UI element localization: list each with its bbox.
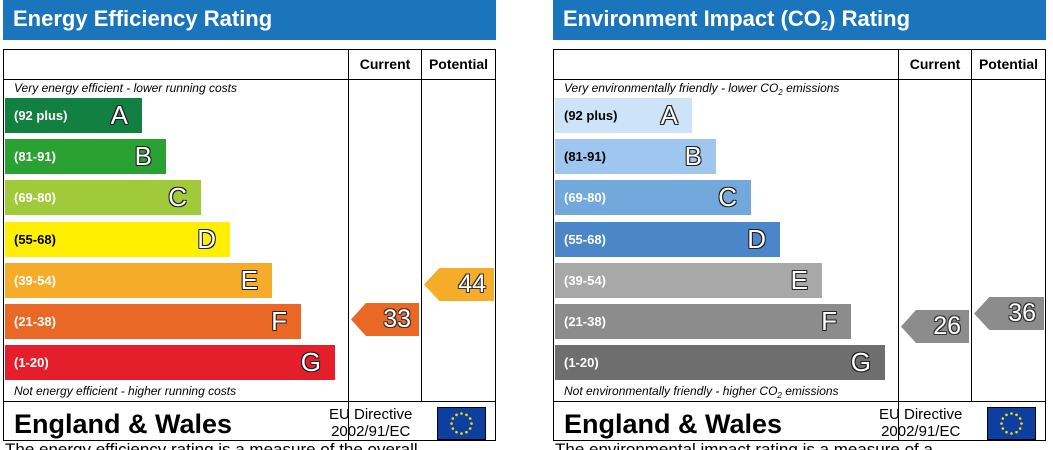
energy-band-range: (81-91) bbox=[14, 149, 56, 164]
environment-band-c: (69-80) C bbox=[555, 180, 751, 215]
environment-band-range: (69-80) bbox=[564, 190, 606, 205]
eu-flag-icon bbox=[437, 407, 486, 440]
environment-band-letter: F bbox=[821, 306, 837, 336]
environment-band-range: (81-91) bbox=[564, 149, 606, 164]
energy-potential-arrow: 44 bbox=[424, 268, 494, 301]
energy-top-note: Very energy efficient - lower running co… bbox=[14, 81, 237, 95]
environment-band-range: (21-38) bbox=[564, 314, 606, 329]
environment-band-letter: A bbox=[660, 100, 678, 130]
environment-band-e: (39-54) E bbox=[555, 263, 822, 298]
environment-panel-title: Environment Impact (CO2) Rating bbox=[553, 0, 1046, 40]
energy-band-d: (55-68) D bbox=[5, 222, 230, 257]
energy-band-letter: A bbox=[110, 100, 128, 130]
environment-band-letter: G bbox=[850, 347, 871, 377]
environment-band-letter: C bbox=[718, 182, 737, 212]
environment-band-f: (21-38) F bbox=[555, 304, 851, 339]
energy-band-range: (69-80) bbox=[14, 190, 56, 205]
energy-band-range: (21-38) bbox=[14, 314, 56, 329]
environment-band-range: (39-54) bbox=[564, 273, 606, 288]
energy-band-letter: C bbox=[168, 182, 187, 212]
environment-band-range: (92 plus) bbox=[564, 108, 618, 123]
environment-band-range: (1-20) bbox=[564, 355, 599, 370]
environment-band-range: (55-68) bbox=[564, 232, 606, 247]
energy-band-b: (81-91) B bbox=[5, 139, 166, 174]
energy-potential-header: Potential bbox=[428, 56, 489, 72]
energy-footer-directive: EU Directive 2002/91/EC bbox=[329, 406, 413, 440]
environment-bottom-note: Not environmentally friendly - higher CO… bbox=[564, 384, 839, 400]
energy-band-e: (39-54) E bbox=[5, 263, 272, 298]
environment-current-header: Current bbox=[909, 56, 961, 72]
energy-band-range: (39-54) bbox=[14, 273, 56, 288]
environment-band-a: (92 plus) A bbox=[555, 98, 692, 133]
environment-impact-panel: Environment Impact (CO2) Rating Current … bbox=[553, 0, 1046, 450]
environment-top-note: Very environmentally friendly - lower CO… bbox=[564, 81, 840, 97]
energy-band-range: (92 plus) bbox=[14, 108, 68, 123]
energy-current-arrow: 33 bbox=[351, 303, 419, 336]
energy-current-header: Current bbox=[359, 56, 411, 72]
eu-flag-icon bbox=[987, 407, 1036, 440]
environment-band-b: (81-91) B bbox=[555, 139, 716, 174]
energy-band-c: (69-80) C bbox=[5, 180, 201, 215]
energy-band-f: (21-38) F bbox=[5, 304, 301, 339]
environment-rating-table: Current Potential Very environmentally f… bbox=[553, 49, 1046, 441]
environment-footer-directive: EU Directive 2002/91/EC bbox=[879, 406, 963, 440]
energy-efficiency-panel: Energy Efficiency Rating Current Potenti… bbox=[3, 0, 496, 450]
energy-band-letter: D bbox=[197, 224, 216, 254]
environment-current-arrow: 26 bbox=[901, 310, 969, 343]
energy-band-range: (55-68) bbox=[14, 232, 56, 247]
environment-description-text: The environmental impact rating is a mea… bbox=[555, 441, 933, 450]
energy-band-a: (92 plus) A bbox=[5, 98, 142, 133]
energy-description-text: The energy efficiency rating is a measur… bbox=[5, 441, 418, 450]
energy-band-letter: F bbox=[271, 306, 287, 336]
energy-band-letter: B bbox=[134, 141, 152, 171]
energy-footer-region: England & Wales bbox=[14, 409, 233, 439]
environment-band-letter: E bbox=[790, 265, 808, 295]
environment-band-g: (1-20) G bbox=[555, 345, 885, 380]
environment-band-d: (55-68) D bbox=[555, 222, 780, 257]
energy-bottom-note: Not energy efficient - higher running co… bbox=[14, 384, 237, 398]
environment-band-letter: B bbox=[684, 141, 702, 171]
energy-rating-table: Current Potential Very energy efficient … bbox=[3, 49, 496, 441]
environment-potential-arrow: 36 bbox=[974, 297, 1044, 330]
environment-footer-region: England & Wales bbox=[564, 409, 783, 439]
energy-band-g: (1-20) G bbox=[5, 345, 335, 380]
energy-band-letter: G bbox=[300, 347, 321, 377]
environment-band-letter: D bbox=[747, 224, 766, 254]
environment-potential-header: Potential bbox=[978, 56, 1039, 72]
energy-band-range: (1-20) bbox=[14, 355, 49, 370]
energy-panel-title: Energy Efficiency Rating bbox=[3, 0, 496, 40]
energy-band-letter: E bbox=[240, 265, 258, 295]
